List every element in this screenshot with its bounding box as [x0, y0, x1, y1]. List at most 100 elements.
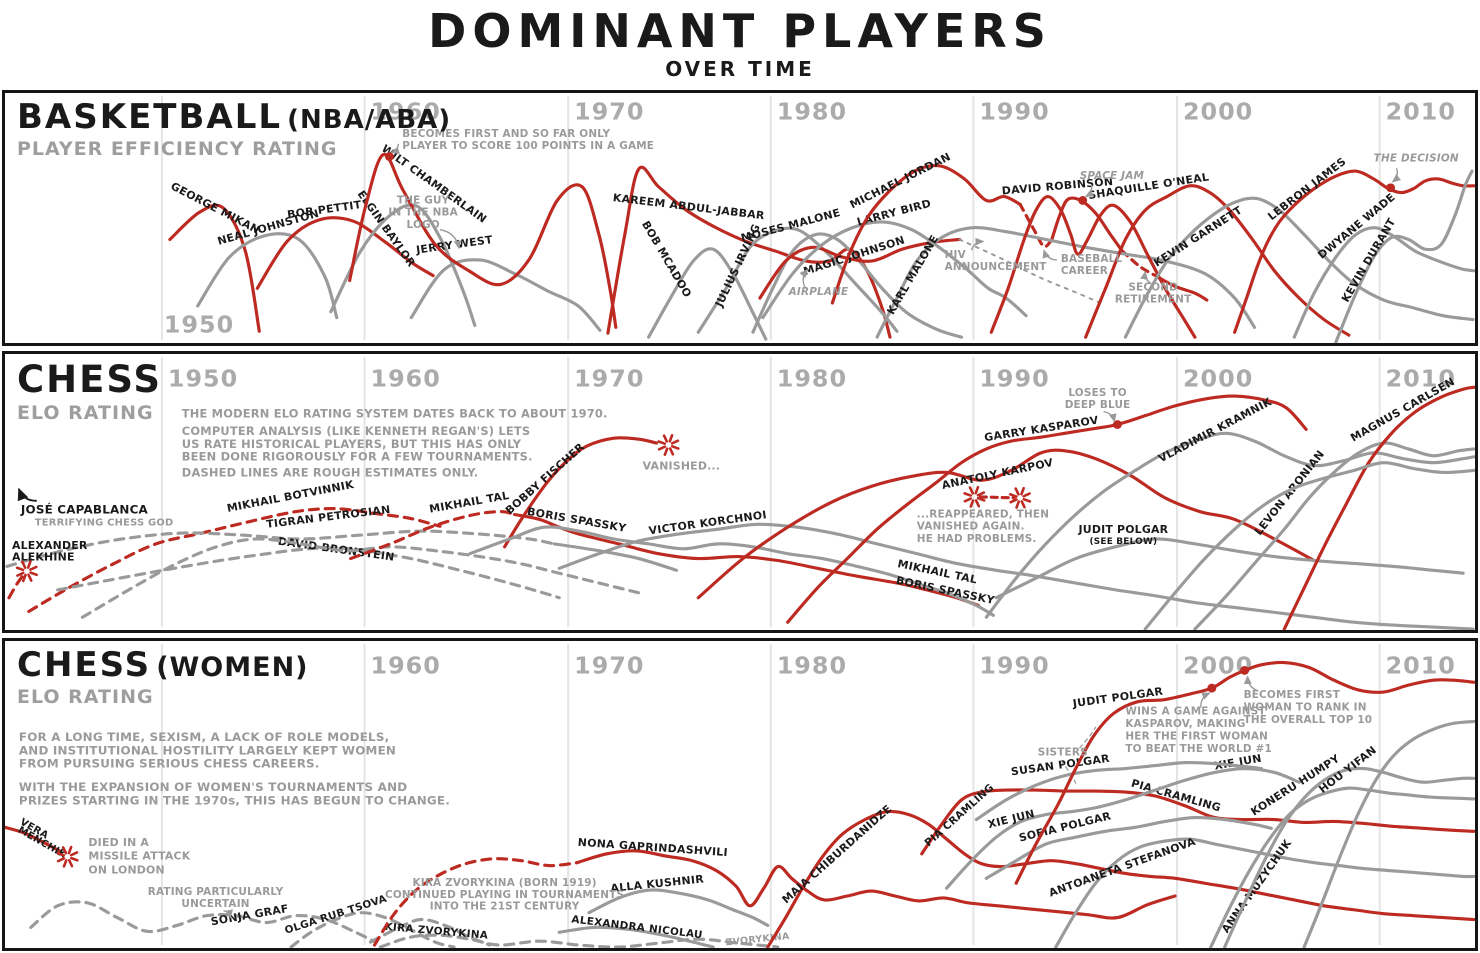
series-tigran-petrosian-seg1	[552, 542, 679, 572]
series-bob-mcadoo	[647, 247, 768, 341]
burst-ray	[963, 497, 973, 503]
burst-ray	[15, 566, 25, 572]
year-label-2000: 2000	[1183, 98, 1253, 126]
series-david-robinson	[989, 194, 1197, 339]
annotation-line: WINS A GAME AGAINST	[1125, 706, 1266, 718]
series-alla-kushnir	[587, 888, 770, 928]
burst-ray	[976, 496, 986, 502]
series-vera-menchik	[5, 825, 62, 853]
series-sonja-graf	[29, 900, 378, 944]
series-hou-yifan	[1302, 719, 1475, 948]
annotation-arrow-basketball-1	[439, 229, 462, 250]
annotation-line: HER THE FIRST WOMAN	[1125, 731, 1268, 743]
annotation-line: ALEXANDER	[12, 539, 88, 552]
annotation-line: WOMAN TO RANK IN	[1244, 701, 1367, 713]
annotation-line: IN THE NBA	[388, 207, 457, 219]
year-label-1960: 1960	[371, 364, 441, 392]
series-neal-johnston	[196, 232, 339, 320]
annotation-line: AIRPLANE	[788, 286, 849, 298]
series-nona-gaprindashvili-seg0	[372, 857, 579, 947]
burst-marker-chess-3	[1009, 486, 1032, 509]
series-julius-irving	[696, 226, 899, 334]
year-label-1970: 1970	[574, 364, 644, 392]
series-olga-rubtsova	[289, 911, 456, 948]
year-label-1990: 1990	[979, 652, 1049, 680]
series-tigran-petrosian-seg0	[5, 529, 556, 568]
series-michael-jordan-seg4	[1155, 275, 1209, 302]
year-label-2010: 2010	[1386, 652, 1456, 680]
panel-basketball: 1950 1960 1970 1980 1990 2000 2010 GEORGE MIKAN…	[2, 90, 1478, 346]
annotation-arrow-basketball-6	[1140, 270, 1152, 285]
series-pia-cramling	[920, 788, 1475, 856]
annotation-intro-1: FOR A LONG TIME, SEXISM, A LACK OF ROLE …	[19, 730, 396, 770]
annotation-arrow-women-2	[1243, 675, 1259, 692]
burst-ray	[1020, 500, 1026, 509]
series-label-bob-mcadoo: BOB MCADOO	[639, 219, 694, 300]
annotation-line: WITH THE EXPANSION OF WOMEN'S TOURNAMENT…	[19, 780, 407, 794]
burst-marker-chess-0	[15, 560, 38, 583]
panel-chess: 1950 1960 1970 1980 1990 2000 2010 MIKHAIL BOTV…	[2, 351, 1478, 633]
annotation-line: TERRIFYING CHESS GOD	[35, 517, 174, 528]
burst-ray	[670, 445, 680, 450]
series-kevin-garnett	[1123, 196, 1475, 339]
burst-ray	[56, 851, 66, 857]
year-label-1960: 1960	[371, 652, 441, 680]
burst-ray	[1009, 493, 1018, 498]
annotation-kira-note: KIRA ZVORYKINA (BORN 1919)CONTINUED PLAY…	[385, 877, 624, 912]
burst-ray	[668, 434, 674, 443]
annotation-line: TO BEAT THE WORLD #1	[1125, 743, 1272, 755]
year-label-1980: 1980	[777, 652, 847, 680]
annotation-line: THE MODERN ELO RATING SYSTEM DATES BACK …	[182, 407, 608, 421]
annotation-line: MISSILE ATTACK	[88, 850, 190, 863]
year-label-2010: 2010	[1386, 364, 1456, 392]
burst-ray	[26, 560, 32, 569]
annotation-line: FOR A LONG TIME, SEXISM, A LACK OF ROLE …	[19, 730, 389, 744]
series-levon-aronian	[1193, 441, 1475, 630]
series-sisters-connector-up	[1079, 726, 1097, 749]
series-garry-kasparov	[786, 394, 1308, 624]
annotation-the-decision: THE DECISION	[1374, 152, 1459, 164]
series-michael-jordan-seg1	[1018, 202, 1054, 249]
year-label-1950: 1950	[164, 310, 234, 338]
annotation-line: PRIZES STARTING IN THE 1970s, THIS HAS B…	[19, 793, 450, 807]
annotation-line: VANISHED...	[643, 460, 720, 473]
series-label-pia-cramling: PIA CRAMLING	[922, 782, 996, 849]
series-anatoly-karpov	[696, 448, 1316, 600]
burst-ray	[969, 499, 975, 508]
annotation-see-below: (SEE BELOW)	[1090, 537, 1158, 547]
series-wilt-chamberlain	[348, 152, 618, 329]
series-elgin-baylor	[329, 203, 477, 327]
annotation-arrow-basketball-3	[970, 237, 985, 251]
year-label-1990: 1990	[979, 364, 1049, 392]
series-magic-johnson-estimate	[958, 238, 1102, 304]
annotation-line: CAREER	[1061, 265, 1108, 277]
burst-ray	[968, 486, 975, 495]
series-alexander-alekhine	[7, 572, 26, 600]
annotation-sisters: SISTERS	[1038, 747, 1088, 759]
burst-ray	[657, 440, 667, 445]
event-dot-basketball-2	[1386, 183, 1396, 193]
annotation-arrow-basketball-5	[1084, 184, 1095, 198]
annotation-line: JUDIT POLGAR	[1078, 523, 1169, 536]
series-nona-gaprindashvili-seg1	[575, 849, 1177, 920]
annotation-line: BECOMES FIRST	[1244, 689, 1341, 701]
series-anna-muzychuk	[1209, 786, 1475, 948]
annotation-line: US RATE HISTORICAL PLAYERS, BUT THIS HAS…	[182, 437, 522, 451]
annotation-line: COMPUTER ANALYSIS (LIKE KENNETH REGAN'S)…	[182, 424, 530, 438]
burst-ray	[963, 492, 972, 497]
annotation-line: INTO THE 21ST CENTURY	[430, 901, 580, 913]
burst-marker-women-0	[56, 845, 79, 868]
year-label-1990: 1990	[979, 98, 1049, 126]
year-label-2000: 2000	[1183, 364, 1253, 392]
burst-ray	[27, 573, 33, 582]
series-label-victor-korchnoi: VICTOR KORCHNOI	[648, 508, 768, 537]
